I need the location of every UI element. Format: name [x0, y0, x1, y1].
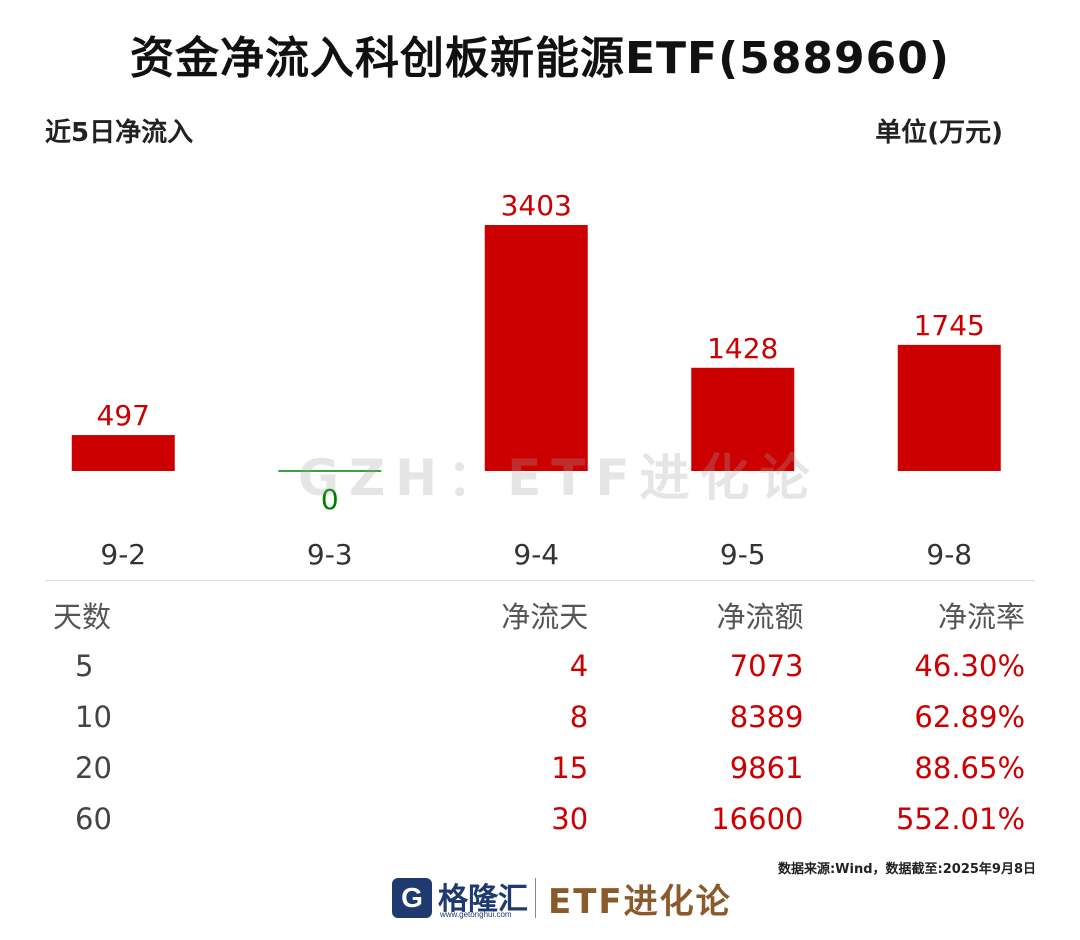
bar-9-2 — [71, 435, 175, 471]
header-days: 天数 — [53, 600, 112, 634]
cell-net-days: 4 — [569, 648, 589, 683]
cell-days: 5 — [75, 648, 94, 683]
header-net-rate: 净流率 — [937, 600, 1025, 634]
cell-net-days: 8 — [569, 699, 589, 734]
divider — [45, 580, 1035, 581]
x-tick-label: 9-3 — [307, 538, 353, 571]
logo-name: 格隆汇 — [438, 882, 528, 917]
bar-9-5 — [691, 367, 795, 471]
footer-divider — [535, 878, 536, 918]
cell-net-amount: 16600 — [711, 801, 804, 836]
table-row: 10 8 8389 62.89% — [45, 691, 1025, 742]
logo-url: www.getonghui.com — [440, 910, 512, 919]
cell-net-rate: 46.30% — [914, 648, 1025, 683]
cell-net-amount: 7073 — [729, 648, 804, 683]
stats-table: 天数 净流天 净流额 净流率 5 4 7073 46.30% 10 8 8389… — [45, 590, 1025, 844]
header-net-days: 净流天 — [501, 600, 589, 634]
chart-subtitle: 近5日净流入 — [45, 118, 194, 148]
bar-9-4 — [484, 225, 588, 471]
data-label-9-2: 497 — [97, 399, 150, 432]
data-label-9-8: 1745 — [914, 309, 985, 342]
cell-net-amount: 8389 — [729, 699, 804, 734]
unit-label: 单位(万元) — [875, 118, 1003, 148]
table-header-row: 天数 净流天 净流额 净流率 — [45, 590, 1025, 640]
data-label-9-5: 1428 — [707, 332, 778, 365]
table-row: 5 4 7073 46.30% — [45, 640, 1025, 691]
cell-net-amount: 9861 — [729, 750, 804, 785]
table-row: 20 15 9861 88.65% — [45, 742, 1025, 793]
page-title: 资金净流入科创板新能源ETF(588960) — [129, 33, 951, 84]
bar-9-8 — [897, 344, 1001, 471]
footer: G 格隆汇 www.getonghui.com ETF进化论 — [0, 872, 1080, 922]
table-row: 60 30 16600 552.01% — [45, 793, 1025, 844]
cell-net-rate: 88.65% — [914, 750, 1025, 785]
cell-days: 60 — [75, 801, 112, 836]
header-net-amount: 净流额 — [716, 600, 804, 634]
x-tick-label: 9-8 — [926, 538, 972, 571]
cell-net-days: 30 — [551, 801, 589, 836]
gelonghui-logo-icon: G — [392, 878, 432, 918]
bar-chart: 497 9-2 0 9-3 3403 9-4 1428 9-5 1745 9-8 — [71, 189, 1001, 571]
cell-net-rate: 62.89% — [914, 699, 1025, 734]
data-source: 数据来源:Wind，数据截至:2025年9月8日 — [777, 862, 1036, 877]
data-label-9-3: 0 — [321, 483, 339, 516]
data-label-9-4: 3403 — [501, 189, 572, 222]
cell-net-days: 15 — [551, 750, 589, 785]
cell-days: 10 — [75, 699, 112, 734]
x-tick-label: 9-5 — [720, 538, 766, 571]
x-tick-label: 9-4 — [513, 538, 559, 571]
x-tick-label: 9-2 — [100, 538, 146, 571]
brand-name: ETF进化论 — [548, 882, 732, 922]
watermark: GZH：ETF进化论 — [298, 449, 820, 507]
cell-net-rate: 552.01% — [895, 801, 1025, 836]
cell-days: 20 — [75, 750, 112, 785]
